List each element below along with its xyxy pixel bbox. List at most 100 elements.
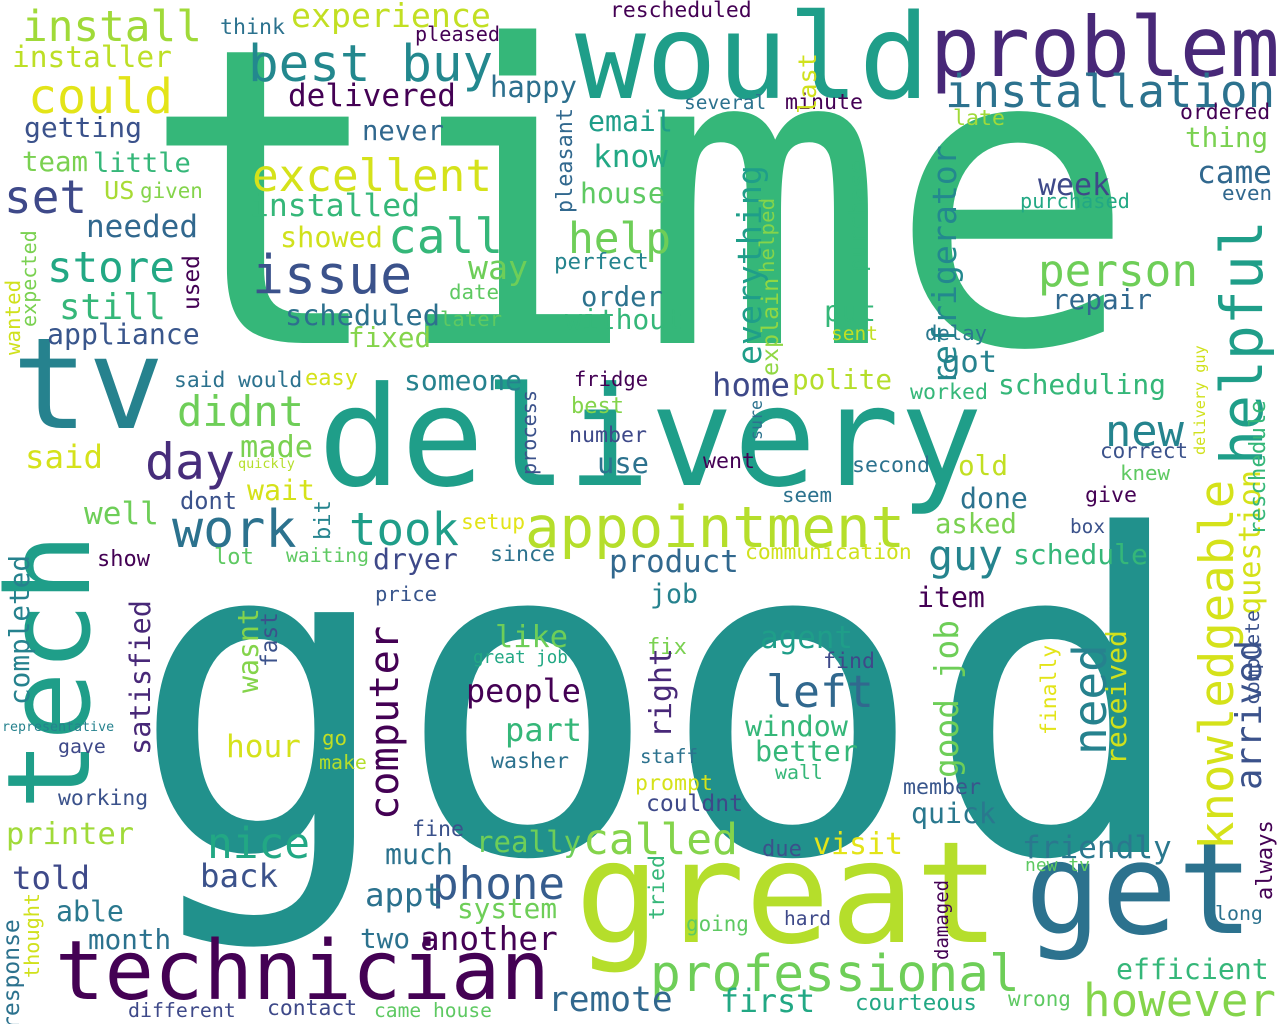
cloud-word: schedule: [1013, 537, 1148, 571]
cloud-word: job: [650, 579, 699, 611]
cloud-word: never: [362, 115, 444, 147]
cloud-word: used: [178, 255, 205, 310]
cloud-word: think: [220, 15, 286, 41]
cloud-word: knew: [1120, 460, 1171, 485]
cloud-word: polite: [792, 363, 893, 397]
cloud-word: fridge: [574, 366, 649, 391]
cloud-word: part: [505, 710, 583, 749]
cloud-word: show: [97, 547, 150, 573]
cloud-word: without: [565, 303, 684, 336]
cloud-word: order: [581, 282, 663, 314]
cloud-word: lot: [214, 543, 254, 570]
cloud-word: different: [128, 999, 236, 1023]
cloud-word: get: [1025, 815, 1254, 963]
cloud-word: setup: [461, 510, 526, 536]
cloud-word: make: [319, 751, 367, 775]
cloud-word: several: [684, 91, 767, 115]
cloud-word: courteous: [855, 989, 977, 1016]
cloud-word: dryer: [373, 542, 458, 576]
cloud-word: going: [686, 911, 749, 936]
cloud-word: person: [1038, 246, 1199, 298]
cloud-word: minute: [785, 90, 864, 116]
cloud-word: remote: [548, 979, 673, 1020]
cloud-word: installation: [945, 65, 1276, 119]
cloud-word: would: [575, 0, 930, 126]
cloud-word: great job: [473, 648, 568, 669]
cloud-word: item: [917, 580, 985, 614]
cloud-word: number: [569, 423, 648, 449]
cloud-word: appliance: [47, 317, 200, 351]
cloud-word: fast: [256, 612, 283, 667]
cloud-word: much: [385, 837, 453, 871]
cloud-word: appointment: [525, 493, 906, 561]
cloud-word: tv: [12, 310, 165, 458]
cloud-word: another: [420, 919, 558, 958]
cloud-word: happy: [490, 69, 577, 104]
cloud-word: rescheduled: [610, 0, 752, 24]
cloud-word: guy: [928, 531, 1003, 581]
cloud-word: given: [140, 178, 203, 203]
cloud-word: date: [449, 279, 500, 304]
cloud-word: store: [47, 243, 175, 293]
cloud-word: work: [172, 499, 297, 560]
cloud-word: back: [200, 857, 279, 896]
cloud-word: technician: [55, 924, 550, 1020]
cloud-word: seem: [782, 482, 833, 507]
cloud-word: hour: [226, 729, 301, 766]
cloud-word: new tv: [1025, 855, 1091, 876]
cloud-word: house: [580, 176, 665, 210]
cloud-word: scheduled: [285, 297, 440, 332]
cloud-word: however: [1083, 972, 1277, 1024]
cloud-word: sure: [746, 400, 766, 440]
cloud-word: like: [495, 620, 568, 656]
cloud-word: week: [1038, 167, 1110, 203]
cloud-word: old: [958, 449, 1009, 483]
cloud-word: showed: [280, 220, 383, 254]
cloud-word: phone: [432, 859, 566, 911]
cloud-word: call: [388, 209, 504, 265]
cloud-word: fix: [647, 633, 687, 660]
cloud-word: came: [1197, 155, 1272, 192]
cloud-word: done: [960, 481, 1028, 515]
cloud-word: got: [942, 344, 998, 380]
cloud-word: said: [25, 437, 104, 476]
cloud-word: price: [375, 581, 437, 606]
cloud-word: US: [104, 176, 135, 206]
cloud-word: quickly: [238, 455, 295, 472]
cloud-word: purchased: [1020, 188, 1130, 213]
cloud-word: new: [1105, 406, 1184, 458]
cloud-word: delivered: [288, 78, 456, 115]
cloud-word: put: [824, 293, 877, 328]
cloud-word: pleasant: [552, 108, 578, 213]
cloud-word: asked: [935, 509, 1017, 541]
cloud-word: bit: [309, 500, 336, 540]
cloud-word: communication: [745, 540, 912, 566]
cloud-word: satisfied: [122, 600, 157, 755]
cloud-word: explain: [757, 277, 785, 376]
cloud-word: couldnt: [646, 791, 743, 818]
cloud-word: month: [88, 923, 172, 957]
cloud-word: second: [852, 453, 931, 479]
cloud-word: right: [644, 648, 680, 738]
cloud-word: prompt: [635, 771, 714, 797]
cloud-word: waiting: [286, 544, 369, 568]
cloud-word: email: [588, 104, 673, 138]
cloud-word: pleased: [415, 21, 501, 46]
cloud-word: people: [466, 672, 581, 710]
cloud-word: representative: [2, 719, 115, 735]
cloud-word: window: [745, 709, 848, 743]
cloud-word: product: [609, 544, 739, 581]
cloud-word: good job: [927, 620, 966, 778]
cloud-word: friendly: [1022, 829, 1172, 866]
cloud-word: efficient: [1116, 952, 1269, 986]
cloud-word: really: [476, 825, 582, 860]
cloud-word: went: [703, 449, 756, 475]
cloud-word: reschedule: [1244, 400, 1271, 535]
cloud-word: set: [4, 170, 88, 225]
cloud-word: delivery: [318, 357, 983, 518]
cloud-word: contact: [267, 996, 358, 1022]
cloud-word: printer: [6, 816, 135, 852]
cloud-word: easy: [305, 365, 358, 391]
cloud-word: home: [712, 365, 791, 404]
